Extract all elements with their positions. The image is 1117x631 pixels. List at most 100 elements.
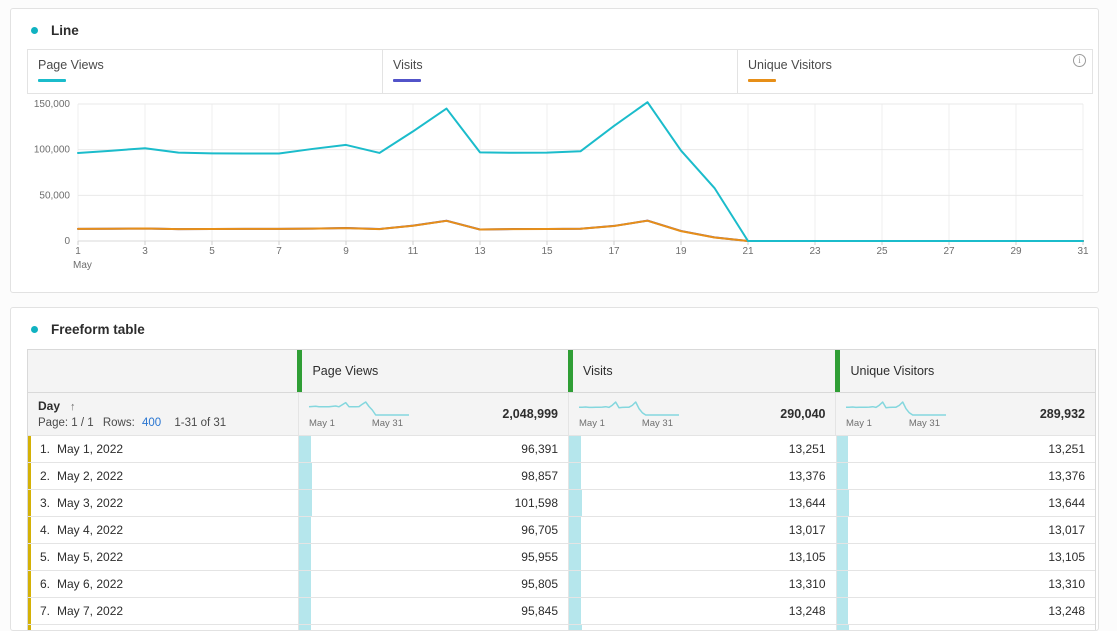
line-panel-title: Line [51, 23, 79, 38]
value-cell: 13,017 [835, 517, 1096, 543]
row-index: 6. [40, 577, 51, 591]
table-body: 1. May 1, 2022 96,391 13,251 13,251 2. M… [28, 435, 1095, 630]
column-total: 2,048,999 [502, 407, 558, 421]
table-row[interactable] [28, 624, 1095, 630]
table-row[interactable]: 5. May 5, 2022 95,955 13,105 13,105 [28, 543, 1095, 570]
legend-color-swatch [393, 79, 421, 82]
day-cell[interactable]: 6. May 6, 2022 [28, 571, 298, 597]
day-cell[interactable]: 2. May 2, 2022 [28, 463, 298, 489]
day-sort-header[interactable]: Day ↑ Page: 1 / 1 Rows: 400 1-31 of 31 [28, 393, 298, 435]
sort-ascending-icon[interactable]: ↑ [70, 401, 76, 413]
row-day-label: May 1, 2022 [57, 442, 124, 456]
value-text: 13,017 [1048, 523, 1086, 537]
row-index: 2. [40, 469, 51, 483]
day-cell[interactable] [28, 625, 298, 630]
sparkline: May 1 May 31 [578, 400, 679, 429]
column-header-row: Page Views Visits Unique Visitors [28, 350, 1095, 392]
svg-text:19: 19 [675, 246, 687, 257]
day-header-label: Day ↑ [38, 399, 76, 413]
rows-per-page-dropdown[interactable]: 400 [141, 417, 162, 429]
svg-text:7: 7 [276, 246, 282, 257]
value-cell: 13,017 [568, 517, 836, 543]
value-cell: 13,248 [568, 598, 836, 624]
value-cell [297, 625, 568, 630]
column-header-page-views[interactable]: Page Views [297, 350, 568, 392]
value-cell: 13,376 [835, 463, 1096, 489]
day-cell[interactable]: 5. May 5, 2022 [28, 544, 298, 570]
value-bar [298, 571, 312, 597]
line-chart-panel: Line Page Views Visits Unique Visitors i… [10, 8, 1099, 293]
value-cell: 98,857 [297, 463, 568, 489]
value-bar [298, 436, 312, 462]
row-index: 4. [40, 523, 51, 537]
value-cell: 13,644 [835, 490, 1096, 516]
value-bar [836, 571, 849, 597]
panel-accent-dot [31, 27, 38, 34]
row-index: 5. [40, 550, 51, 564]
svg-text:13: 13 [474, 246, 486, 257]
panel-accent-dot [31, 326, 38, 333]
value-bar [298, 544, 312, 570]
value-bar [569, 571, 582, 597]
svg-text:5: 5 [209, 246, 215, 257]
page-indicator: Page: 1 / 1 [38, 417, 94, 429]
value-bar [836, 625, 849, 630]
table-row[interactable]: 6. May 6, 2022 95,805 13,310 13,310 [28, 570, 1095, 597]
svg-text:1: 1 [75, 246, 81, 257]
svg-text:0: 0 [64, 236, 70, 247]
line-panel-header: Line [31, 23, 79, 38]
value-bar [569, 517, 581, 543]
value-cell [568, 625, 836, 630]
row-index: 3. [40, 496, 51, 510]
value-cell: 13,105 [835, 544, 1096, 570]
value-bar [298, 463, 312, 489]
value-text: 13,105 [788, 550, 826, 564]
svg-text:15: 15 [541, 246, 553, 257]
table-row[interactable]: 1. May 1, 2022 96,391 13,251 13,251 [28, 435, 1095, 462]
value-bar [569, 436, 582, 462]
value-text: 96,705 [521, 523, 558, 537]
svg-text:29: 29 [1010, 246, 1022, 257]
value-bar [298, 490, 312, 516]
legend-item-page-views[interactable]: Page Views [28, 50, 382, 93]
column-header-visits[interactable]: Visits [567, 350, 836, 392]
sparkline-start-label: May 1 [309, 418, 335, 428]
value-text: 13,248 [1048, 604, 1086, 618]
table-row[interactable]: 7. May 7, 2022 95,845 13,248 13,248 [28, 597, 1095, 624]
table-row[interactable]: 4. May 4, 2022 96,705 13,017 13,017 [28, 516, 1095, 543]
day-cell[interactable]: 3. May 3, 2022 [28, 490, 298, 516]
column-header-unique-visitors[interactable]: Unique Visitors [835, 350, 1095, 392]
value-cell: 95,955 [297, 544, 568, 570]
freeform-table-panel: Freeform table Page Views Visits Unique … [10, 307, 1099, 631]
table-row[interactable]: 2. May 2, 2022 98,857 13,376 13,376 [28, 462, 1095, 489]
freeform-table: Page Views Visits Unique Visitors Day ↑ P… [27, 349, 1096, 630]
legend-item-visits[interactable]: Visits [382, 50, 737, 93]
value-bar [298, 517, 312, 543]
svg-text:3: 3 [142, 246, 148, 257]
value-bar [836, 490, 849, 516]
row-day-label: May 4, 2022 [57, 523, 124, 537]
value-cell: 95,845 [297, 598, 568, 624]
dimension-header-spacer [28, 350, 297, 392]
value-text: 96,391 [521, 442, 558, 456]
value-text: 13,251 [1048, 442, 1086, 456]
day-cell[interactable]: 7. May 7, 2022 [28, 598, 298, 624]
table-row[interactable]: 3. May 3, 2022 101,598 13,644 13,644 [28, 489, 1095, 516]
column-total: 289,932 [1039, 407, 1085, 421]
info-icon[interactable]: i [1073, 54, 1086, 67]
value-bar [569, 625, 582, 630]
value-text: 95,955 [521, 550, 558, 564]
value-cell: 96,391 [297, 436, 568, 462]
day-cell[interactable]: 1. May 1, 2022 [28, 436, 298, 462]
svg-text:17: 17 [608, 246, 620, 257]
value-text: 13,105 [1048, 550, 1086, 564]
legend-item-unique-visitors[interactable]: Unique Visitors [737, 50, 1092, 93]
row-day-label: May 5, 2022 [57, 550, 124, 564]
value-text: 13,251 [788, 442, 826, 456]
value-text: 13,376 [788, 469, 826, 483]
value-bar [298, 598, 312, 624]
day-cell[interactable]: 4. May 4, 2022 [28, 517, 298, 543]
value-bar [836, 598, 849, 624]
sparkline-start-label: May 1 [579, 418, 605, 428]
value-text: 101,598 [514, 496, 558, 510]
